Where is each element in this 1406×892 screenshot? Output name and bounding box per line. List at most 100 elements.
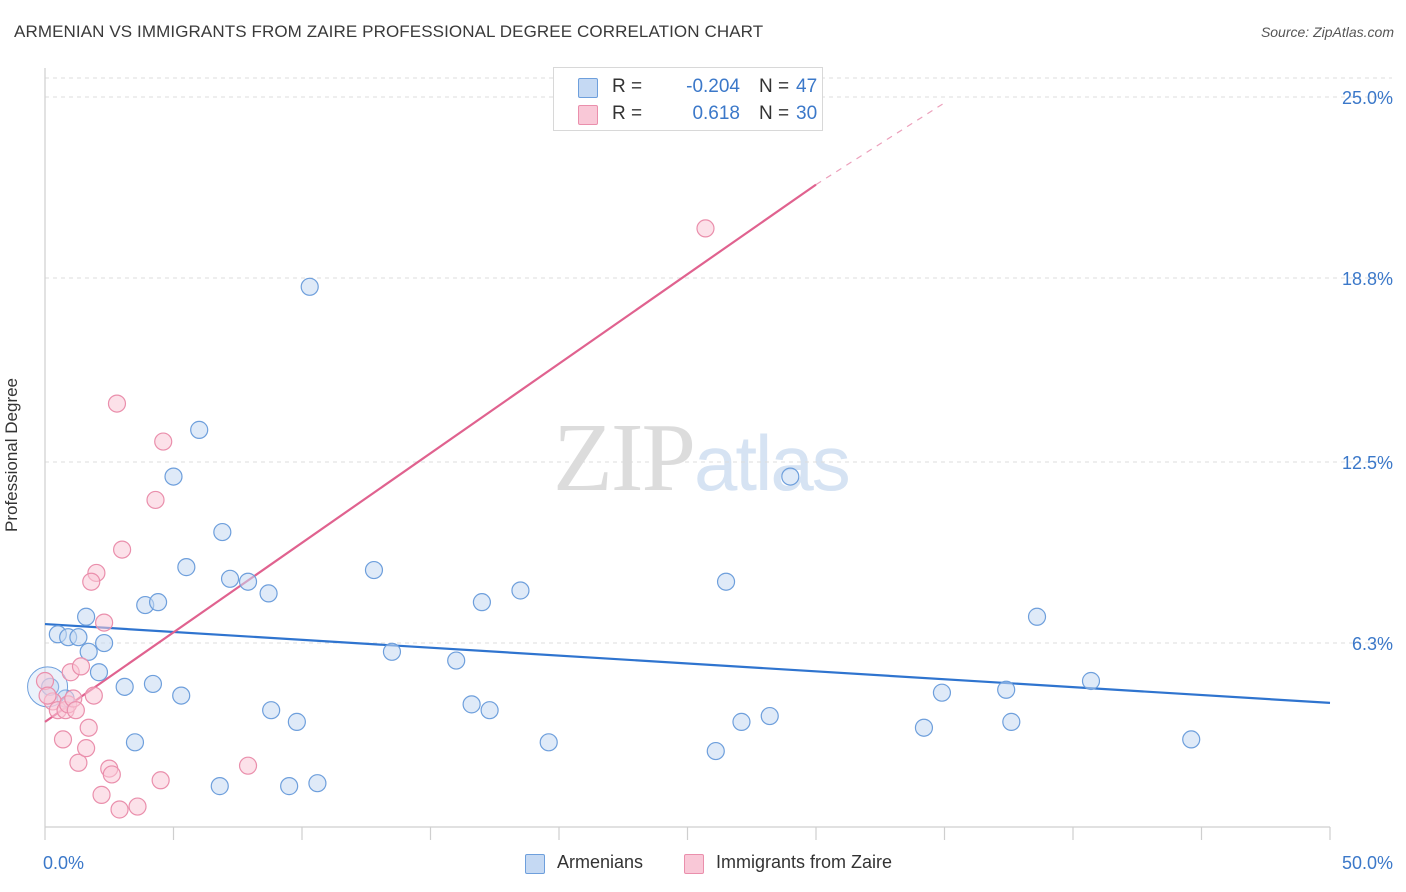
- trend-lines: [44, 102, 1331, 723]
- legend-n-value: 47: [796, 76, 818, 97]
- legend-n-label: N =: [759, 103, 790, 124]
- armenians-point: [511, 581, 530, 600]
- zaire-point: [696, 219, 715, 238]
- legend-label-zaire: Immigrants from Zaire: [716, 852, 893, 872]
- zaire-point: [107, 394, 127, 413]
- x-tick-label-min: 0.0%: [43, 853, 84, 873]
- armenians-point: [382, 642, 402, 661]
- armenians-point: [220, 569, 240, 588]
- y-axis-label: Professional Degree: [2, 377, 21, 533]
- armenians-point: [259, 584, 278, 603]
- legend-r-value: -0.204: [686, 76, 740, 97]
- zaire-point: [92, 785, 111, 804]
- armenians-point: [280, 777, 299, 796]
- zaire-point: [79, 718, 98, 737]
- armenians-point: [262, 701, 281, 720]
- grid-lines: [45, 77, 1392, 644]
- tick-labels: 6.3% 12.5% 18.8% 25.0% 0.0% 50.0%: [43, 88, 1393, 873]
- armenians-point: [706, 741, 725, 761]
- legend-swatch-blue: [525, 854, 545, 874]
- armenians-point: [462, 695, 481, 714]
- zaire-point: [82, 572, 101, 591]
- zaire-point: [146, 490, 165, 510]
- armenians-point: [287, 712, 306, 731]
- y-tick-label: 6.3%: [1352, 634, 1393, 654]
- zaire-point: [53, 730, 73, 749]
- zaire-point: [238, 756, 258, 775]
- zaire-point: [71, 657, 91, 676]
- armenians-point: [1081, 671, 1101, 691]
- axes: [44, 68, 1331, 840]
- armenians-point: [77, 607, 96, 626]
- armenians-point: [760, 706, 779, 726]
- armenians-point: [447, 651, 466, 670]
- armenians-point: [364, 560, 384, 580]
- armenians-point: [539, 733, 558, 752]
- armenians-point: [172, 686, 191, 705]
- zaire-points: [35, 219, 715, 819]
- y-tick-label: 25.0%: [1342, 88, 1393, 108]
- armenians-point: [69, 628, 88, 647]
- legend-r-label: R =: [612, 103, 643, 124]
- armenians-trend-line: [44, 622, 1331, 704]
- legend-r-value: 0.618: [692, 103, 740, 124]
- zaire-point: [95, 613, 114, 632]
- chart-title: ARMENIAN VS IMMIGRANTS FROM ZAIRE PROFES…: [14, 22, 764, 41]
- legend-swatch-pink: [578, 105, 598, 125]
- zaire-point: [84, 686, 103, 705]
- y-tick-label: 18.8%: [1342, 269, 1393, 289]
- legend-n-value: 30: [796, 103, 818, 124]
- zaire-point: [151, 771, 170, 790]
- legend-swatch-blue: [578, 78, 598, 98]
- armenians-point: [238, 572, 258, 591]
- zaire-point: [38, 686, 57, 705]
- armenians-point: [781, 467, 800, 486]
- armenians-point: [143, 674, 163, 694]
- zaire-trend-line: [44, 183, 817, 723]
- armenians-point: [177, 558, 196, 577]
- series-legend: Armenians Immigrants from Zaire: [0, 852, 1406, 878]
- legend-label-armenians: Armenians: [557, 852, 644, 872]
- armenians-point: [95, 633, 114, 653]
- armenians-point: [79, 642, 98, 661]
- watermark: ZIPatlas: [553, 400, 851, 514]
- armenians-point: [1182, 730, 1201, 749]
- zaire-point: [112, 540, 132, 559]
- armenians-point: [125, 733, 145, 752]
- legend-swatch-pink: [684, 854, 704, 874]
- zaire-point: [102, 765, 121, 784]
- armenians-point: [1002, 712, 1021, 731]
- legend-n-label: N =: [759, 76, 790, 97]
- armenians-point: [210, 777, 229, 796]
- y-tick-label: 12.5%: [1342, 453, 1393, 473]
- armenians-point: [115, 677, 134, 696]
- zaire-point: [66, 701, 85, 720]
- armenians-point: [89, 663, 109, 682]
- armenians-point: [300, 277, 319, 296]
- armenians-point: [190, 420, 209, 439]
- source-label: Source: ZipAtlas.com: [1260, 24, 1394, 40]
- watermark-zip: ZIP: [553, 404, 696, 512]
- zaire-point: [110, 800, 129, 819]
- zaire-trend-extension: [815, 102, 945, 186]
- zaire-point: [154, 432, 173, 451]
- correlation-legend: R = -0.204 N = 47 R = 0.618 N = 30: [553, 67, 823, 131]
- legend-r-label: R =: [612, 76, 643, 97]
- armenians-point: [148, 593, 168, 612]
- armenians-point: [932, 683, 952, 702]
- armenians-point: [914, 718, 934, 737]
- x-tick-label-max: 50.0%: [1342, 853, 1393, 873]
- armenians-point: [472, 593, 491, 612]
- armenians-point: [997, 680, 1016, 699]
- watermark-atlas: atlas: [694, 419, 851, 507]
- armenians-point: [716, 572, 736, 591]
- zaire-point: [128, 797, 147, 816]
- armenians-point: [164, 467, 183, 486]
- armenians-point: [480, 701, 499, 720]
- armenians-point: [308, 774, 327, 793]
- armenians-point: [1027, 607, 1047, 626]
- armenians-points: [27, 277, 1201, 796]
- zaire-point: [77, 739, 96, 758]
- zaire-point: [69, 753, 88, 772]
